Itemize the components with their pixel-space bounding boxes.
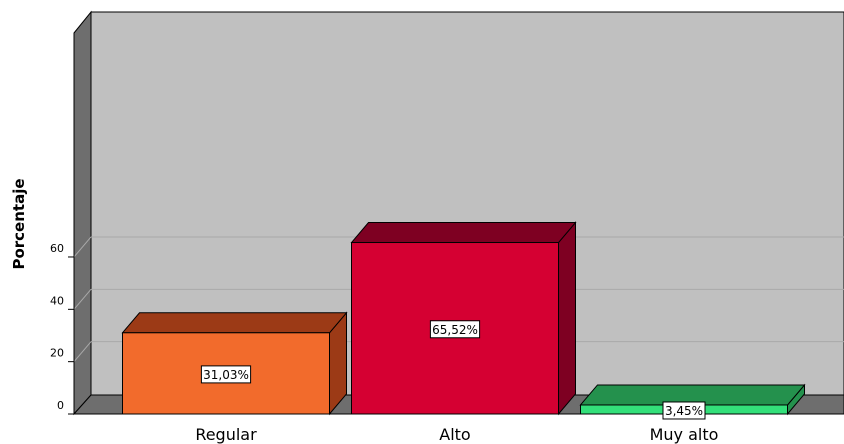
bar-regular: 31,03% xyxy=(121,311,348,416)
data-label: 31,03% xyxy=(203,368,249,382)
y-axis-title: Porcentaje xyxy=(10,178,28,269)
y-tick-label: 0 xyxy=(57,399,64,412)
gridline-side xyxy=(73,288,92,310)
data-label-box xyxy=(200,365,252,384)
category-label: Alto xyxy=(439,425,470,444)
bar-top xyxy=(350,222,577,244)
bar-side xyxy=(558,221,576,416)
y-tick-label: 40 xyxy=(50,294,64,307)
category-labels: Regular Alto Muy alto xyxy=(195,425,718,444)
bar-muy-alto: 3,45% xyxy=(579,383,806,420)
y-tick-label: 60 xyxy=(50,242,64,255)
bar-top xyxy=(121,312,348,334)
data-label: 3,45% xyxy=(665,404,703,418)
y-axis-ticks: 0 20 40 60 xyxy=(50,242,74,415)
data-label-box xyxy=(429,320,481,339)
gridline-side xyxy=(73,236,92,258)
data-label: 65,52% xyxy=(432,323,478,337)
data-label-box xyxy=(662,401,706,420)
plot-left-wall xyxy=(73,10,92,416)
category-label: Regular xyxy=(195,425,257,444)
bars: 31,03% 65,52% 3,45% xyxy=(121,221,806,420)
gridline-side xyxy=(73,341,92,362)
bar-alto: 65,52% xyxy=(350,221,577,416)
y-tick-label: 20 xyxy=(50,347,64,360)
category-label: Muy alto xyxy=(650,425,719,444)
